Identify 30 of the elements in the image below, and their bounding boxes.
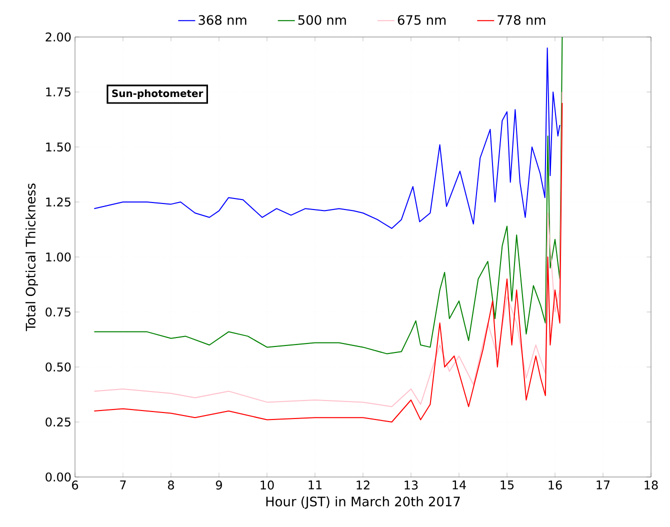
x-tick-label: 10 [260, 480, 274, 490]
x-tick-label: 6 [72, 480, 78, 490]
y-tick-label: 0.25 [46, 417, 70, 427]
x-tick-label: 15 [500, 480, 514, 490]
line-series [94, 47, 560, 229]
y-tick-label: 2.00 [46, 32, 71, 42]
y-axis-title: Total Optical Thickness [25, 184, 38, 332]
y-tick-label: 1.00 [46, 252, 71, 262]
x-tick-label: 13 [404, 480, 418, 490]
legend-label: 368 nm [198, 15, 246, 25]
x-tick-label: 7 [120, 480, 126, 490]
y-tick-label: 0.75 [46, 307, 70, 317]
x-tick-label: 12 [356, 480, 370, 490]
legend-label: 778 nm [498, 15, 546, 25]
x-tick-label: 8 [168, 480, 174, 490]
y-tick-label: 1.75 [46, 88, 70, 96]
legend-label: 500 nm [298, 15, 346, 25]
x-tick-label: 17 [596, 480, 610, 490]
x-tick-label: 14 [452, 480, 466, 490]
x-tick-label: 9 [216, 480, 222, 490]
x-tick-label: 18 [644, 480, 658, 490]
annotation: Sun-photometer [112, 89, 204, 100]
y-tick-label: 1.25 [46, 197, 70, 207]
x-tick-label: 16 [548, 480, 562, 490]
x-axis-title: Hour (JST) in March 20th 2017 [266, 496, 460, 509]
legend-label: 675 nm [398, 15, 446, 25]
y-tick-label: 0.00 [46, 472, 71, 482]
y-tick-label: 0.50 [46, 362, 71, 372]
y-tick-label: 1.50 [46, 142, 71, 152]
x-tick-label: 11 [308, 480, 322, 490]
